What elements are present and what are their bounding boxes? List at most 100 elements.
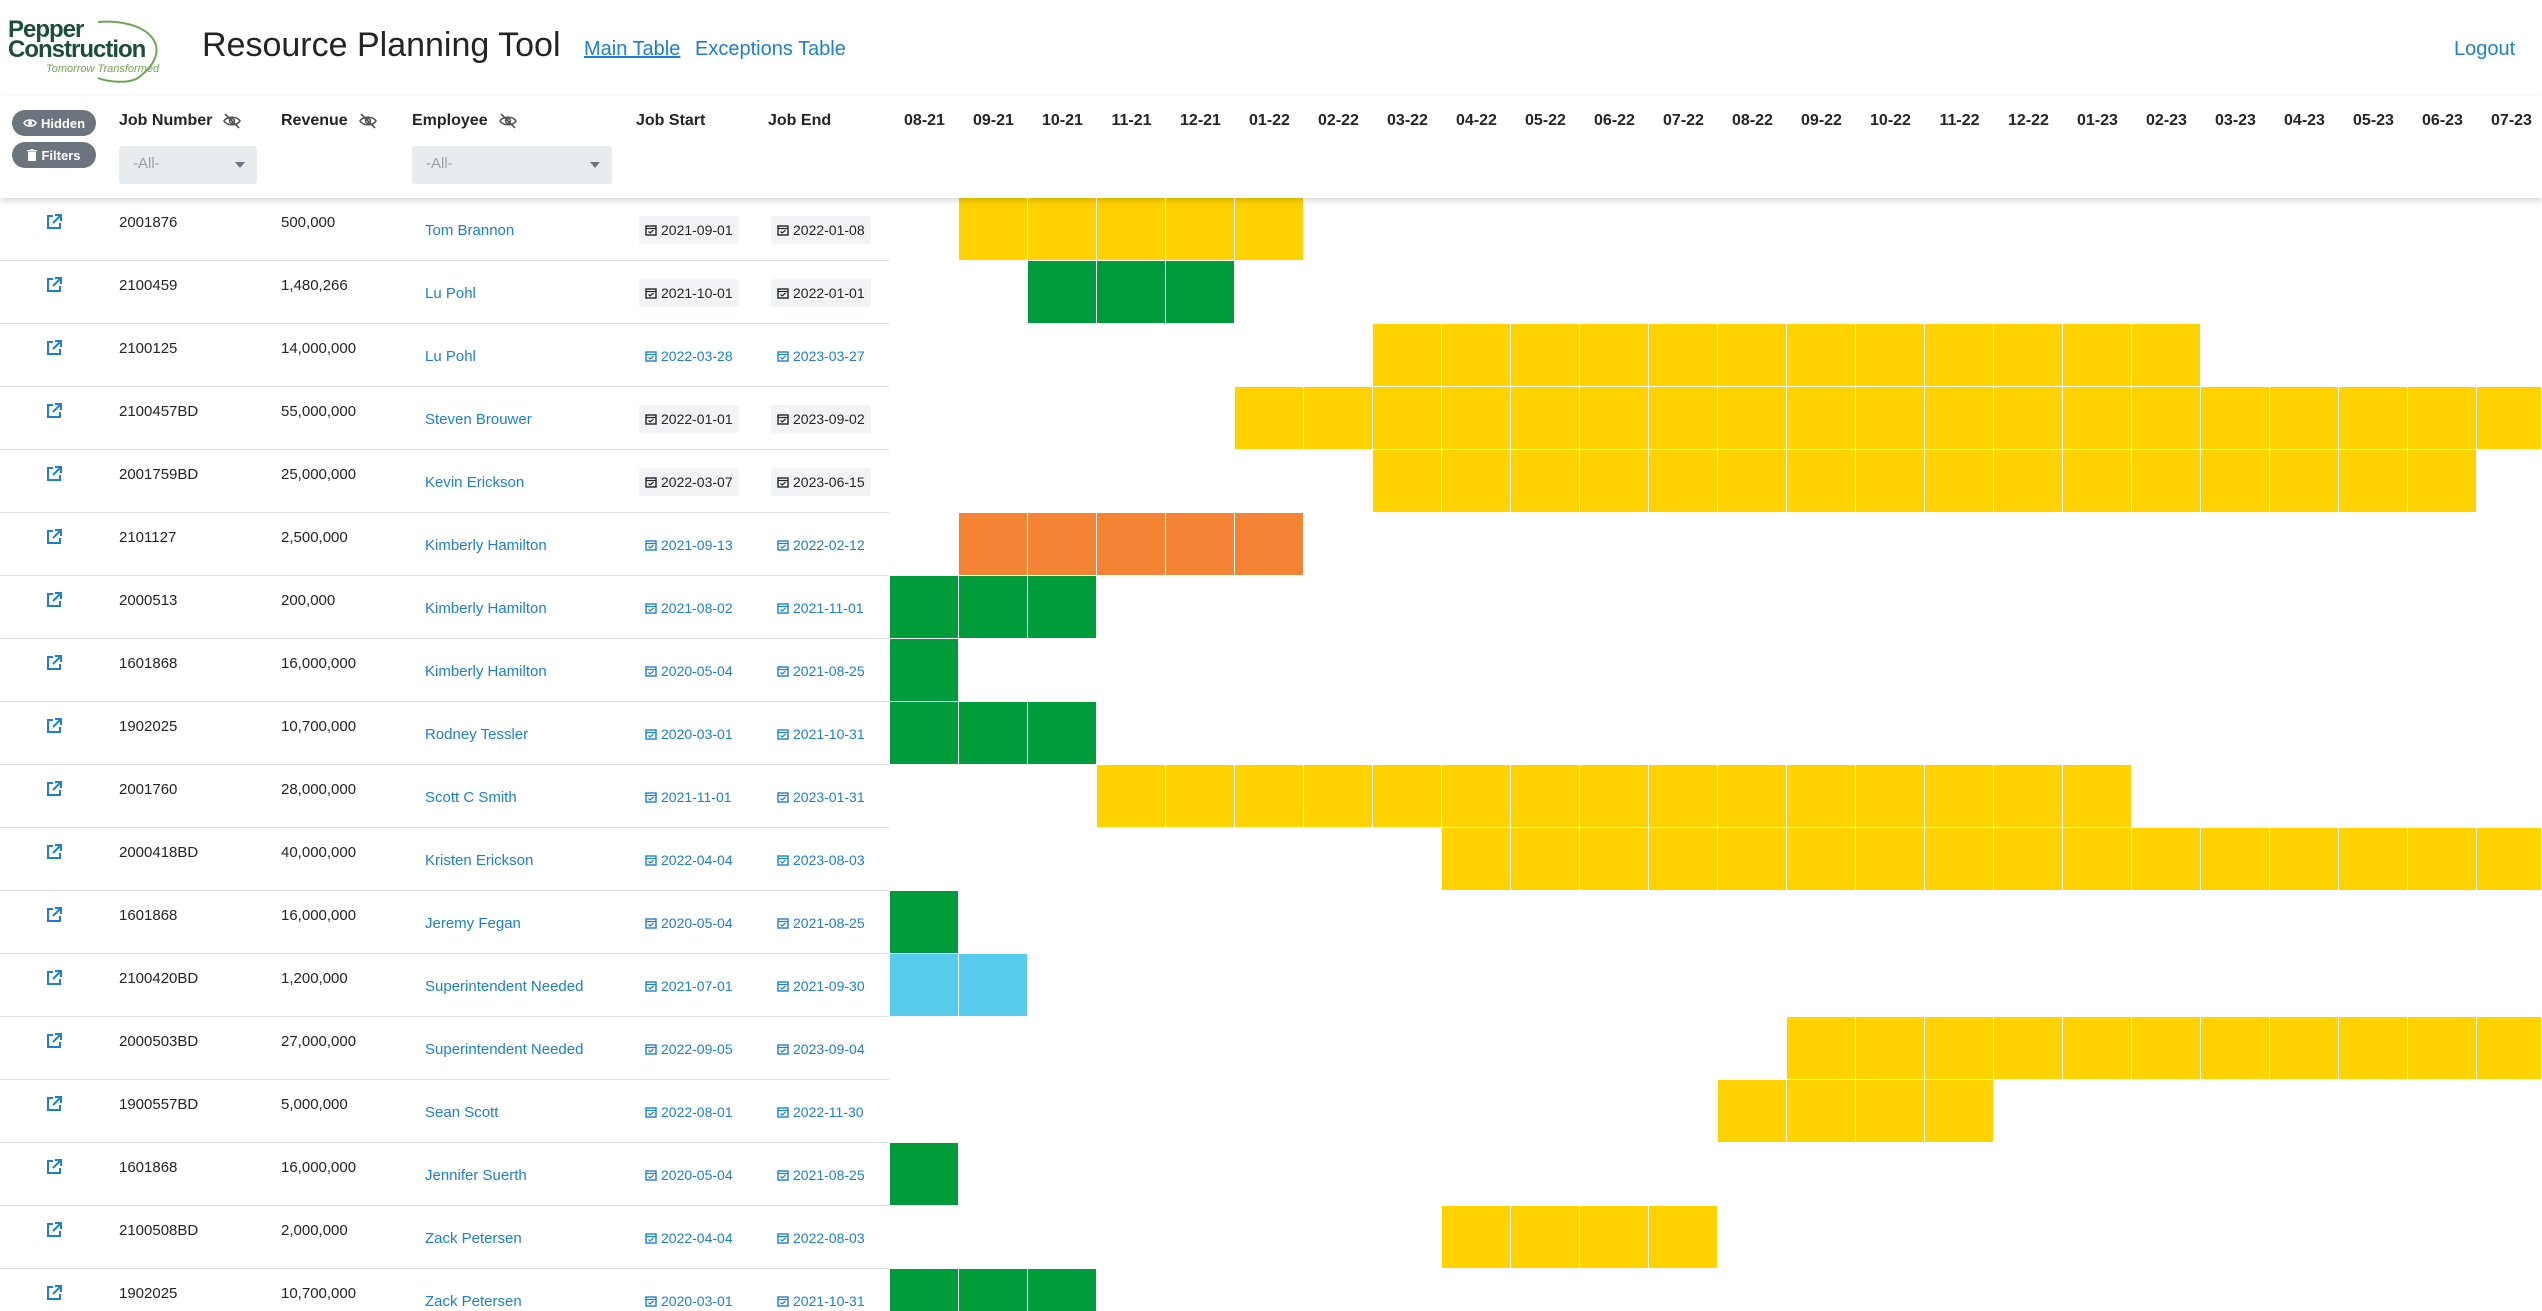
job-start-date-button[interactable]: 2022-09-05 [639,1035,739,1063]
gantt-cell[interactable] [2408,1017,2477,1080]
gantt-cell[interactable] [1787,1080,1856,1143]
gantt-cell[interactable] [1580,324,1649,387]
gantt-cell[interactable] [1856,324,1925,387]
gantt-cell[interactable] [890,702,959,765]
job-end-date-button[interactable]: 2021-09-30 [771,972,871,1000]
job-start-date-button[interactable]: 2020-03-01 [639,720,739,748]
employee-link[interactable]: Rodney Tessler [425,726,529,743]
gantt-cell[interactable] [890,639,959,702]
gantt-cell[interactable] [1580,765,1649,828]
gantt-cell[interactable] [1718,387,1787,450]
gantt-cell[interactable] [1580,450,1649,513]
gantt-cell[interactable] [2063,1017,2132,1080]
gantt-cell[interactable] [2063,450,2132,513]
gantt-cell[interactable] [2408,450,2477,513]
job-end-date-button[interactable]: 2023-06-15 [771,468,871,496]
filters-button[interactable]: Filters [12,142,96,168]
eye-slash-icon[interactable] [222,113,242,129]
gantt-cell[interactable] [1856,828,1925,891]
gantt-cell[interactable] [890,576,959,639]
gantt-cell[interactable] [1994,1017,2063,1080]
edit-job-button[interactable] [44,1220,64,1240]
gantt-cell[interactable] [1718,765,1787,828]
edit-job-button[interactable] [44,1157,64,1177]
nav-main-table[interactable]: Main Table [584,38,681,60]
job-end-date-button[interactable]: 2021-10-31 [771,1287,871,1311]
gantt-cell[interactable] [959,1269,1028,1311]
employee-link[interactable]: Zack Petersen [425,1230,522,1247]
gantt-cell[interactable] [1097,198,1166,261]
job-start-date-button[interactable]: 2020-05-04 [639,657,739,685]
employee-link[interactable]: Superintendent Needed [425,978,584,995]
gantt-cell[interactable] [1373,450,1442,513]
edit-job-button[interactable] [44,1283,64,1303]
gantt-cell[interactable] [1511,1206,1580,1269]
gantt-cell[interactable] [1925,828,1994,891]
job-end-date-button[interactable]: 2023-01-31 [771,783,871,811]
gantt-cell[interactable] [1649,1206,1718,1269]
gantt-cell[interactable] [2063,765,2132,828]
gantt-cell[interactable] [959,198,1028,261]
gantt-cell[interactable] [2270,387,2339,450]
gantt-cell[interactable] [1649,387,1718,450]
gantt-cell[interactable] [2201,828,2270,891]
job-end-date-button[interactable]: 2021-10-31 [771,720,871,748]
edit-job-button[interactable] [44,653,64,673]
gantt-cell[interactable] [1235,387,1304,450]
gantt-cell[interactable] [2063,324,2132,387]
gantt-cell[interactable] [1718,450,1787,513]
gantt-cell[interactable] [1442,450,1511,513]
edit-job-button[interactable] [44,212,64,232]
job-start-date-button[interactable]: 2020-03-01 [639,1287,739,1311]
gantt-cell[interactable] [1994,828,2063,891]
gantt-cell[interactable] [1925,450,1994,513]
gantt-cell[interactable] [1649,765,1718,828]
edit-job-button[interactable] [44,716,64,736]
gantt-cell[interactable] [1580,387,1649,450]
gantt-cell[interactable] [1580,828,1649,891]
gantt-cell[interactable] [890,891,959,954]
job-end-date-button[interactable]: 2023-03-27 [771,342,871,370]
gantt-cell[interactable] [2201,450,2270,513]
gantt-cell[interactable] [2201,387,2270,450]
job-number-filter-select[interactable]: -All- [119,146,257,184]
gantt-cell[interactable] [1166,198,1235,261]
gantt-cell[interactable] [1856,765,1925,828]
gantt-cell[interactable] [1649,450,1718,513]
gantt-cell[interactable] [1235,198,1304,261]
job-end-date-button[interactable]: 2022-01-08 [771,216,871,244]
gantt-cell[interactable] [1787,1017,1856,1080]
gantt-cell[interactable] [1373,324,1442,387]
gantt-cell[interactable] [1304,387,1373,450]
edit-job-button[interactable] [44,1031,64,1051]
gantt-cell[interactable] [2408,387,2477,450]
edit-job-button[interactable] [44,338,64,358]
edit-job-button[interactable] [44,401,64,421]
edit-job-button[interactable] [44,464,64,484]
job-start-date-button[interactable]: 2022-01-01 [639,405,739,433]
gantt-cell[interactable] [1304,765,1373,828]
gantt-cell[interactable] [1580,1206,1649,1269]
gantt-cell[interactable] [959,513,1028,576]
employee-link[interactable]: Scott C Smith [425,789,517,806]
gantt-cell[interactable] [2132,828,2201,891]
gantt-cell[interactable] [1166,261,1235,324]
gantt-cell[interactable] [1028,513,1097,576]
gantt-cell[interactable] [959,576,1028,639]
gantt-cell[interactable] [1718,324,1787,387]
job-end-date-button[interactable]: 2023-09-04 [771,1035,871,1063]
job-end-date-button[interactable]: 2023-08-03 [771,846,871,874]
gantt-cell[interactable] [2132,387,2201,450]
gantt-cell[interactable] [1925,1080,1994,1143]
gantt-cell[interactable] [1442,387,1511,450]
gantt-cell[interactable] [1787,450,1856,513]
gantt-cell[interactable] [1028,1269,1097,1311]
gantt-cell[interactable] [890,1269,959,1311]
job-end-date-button[interactable]: 2023-09-02 [771,405,871,433]
gantt-cell[interactable] [1028,576,1097,639]
nav-exceptions-table[interactable]: Exceptions Table [695,38,846,60]
job-end-date-button[interactable]: 2022-02-12 [771,531,871,559]
gantt-cell[interactable] [1442,828,1511,891]
gantt-cell[interactable] [2063,387,2132,450]
gantt-cell[interactable] [1511,387,1580,450]
